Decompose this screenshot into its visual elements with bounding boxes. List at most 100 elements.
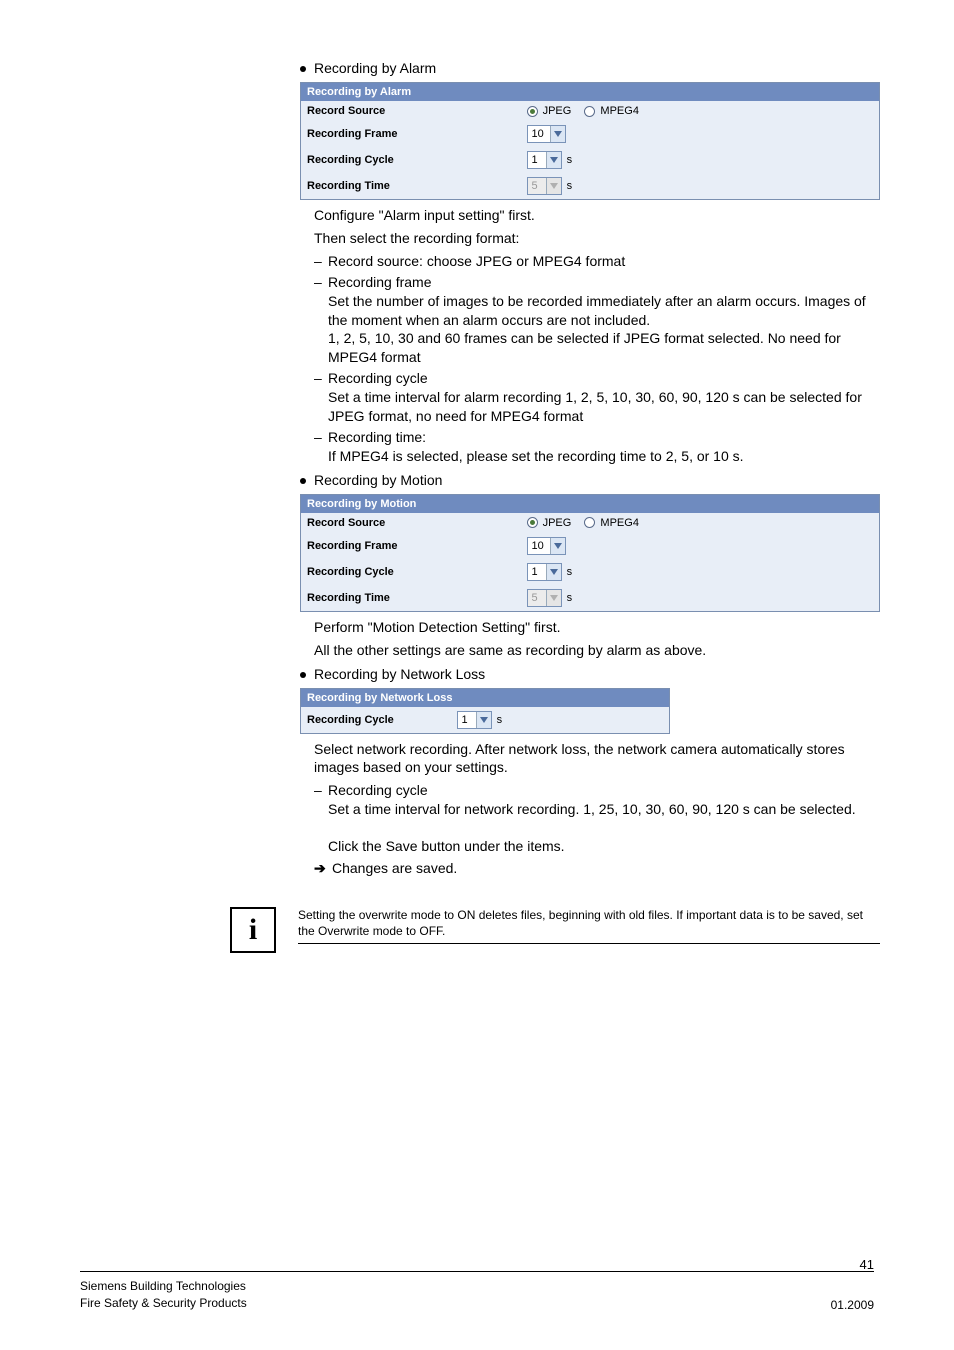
bullet-recording-alarm: Recording by Alarm — [300, 60, 880, 76]
list-title: Recording time: — [328, 428, 880, 447]
result-text: Changes are saved. — [332, 860, 457, 876]
page-number: 41 — [860, 1257, 874, 1272]
select-recording-time: 5 — [527, 589, 562, 607]
chevron-down-icon — [546, 590, 561, 606]
radio-mpeg4[interactable] — [584, 106, 595, 117]
list-text: 1, 2, 5, 10, 30 and 60 frames can be sel… — [328, 329, 880, 367]
list-text: Set a time interval for network recordin… — [328, 800, 880, 819]
row-label: Recording Cycle — [301, 559, 521, 585]
list-item: – Recording frame Set the number of imag… — [314, 273, 880, 367]
row-value: JPEG MPEG4 — [521, 513, 880, 533]
dash-icon: – — [314, 428, 328, 466]
footer-line1: Siemens Building Technologies — [80, 1278, 247, 1295]
select-recording-cycle[interactable]: 1 — [527, 151, 562, 169]
table-header: Recording by Alarm — [301, 83, 880, 102]
list-item: – Recording cycle Set a time interval fo… — [314, 369, 880, 426]
bullet-label: Recording by Motion — [314, 472, 442, 488]
select-recording-cycle[interactable]: 1 — [527, 563, 562, 581]
table-recording-alarm: Recording by Alarm Record Source JPEG MP… — [300, 82, 880, 200]
unit-label: s — [567, 180, 573, 192]
list-item: – Recording cycle Set a time interval fo… — [314, 781, 880, 819]
unit-label: s — [567, 154, 573, 166]
bullet-recording-motion: Recording by Motion — [300, 472, 880, 488]
dash-icon: – — [314, 369, 328, 426]
row-label: Recording Time — [301, 585, 521, 612]
bullet-icon — [300, 672, 306, 678]
select-recording-time: 5 — [527, 177, 562, 195]
chevron-down-icon — [550, 126, 565, 142]
chevron-down-icon — [476, 712, 491, 728]
row-value: 5 s — [521, 173, 880, 200]
select-value: 5 — [528, 592, 546, 604]
text-paragraph: Select network recording. After network … — [314, 740, 880, 778]
select-value: 1 — [528, 566, 546, 578]
dash-icon: – — [314, 273, 328, 367]
row-label: Recording Frame — [301, 121, 521, 147]
row-value: 1 s — [521, 559, 880, 585]
result-arrow-row: ➔ Changes are saved. — [314, 860, 880, 877]
text-paragraph: All the other settings are same as recor… — [314, 641, 880, 660]
info-note: i Setting the overwrite mode to ON delet… — [230, 907, 880, 953]
row-value: JPEG MPEG4 — [521, 101, 880, 121]
select-value: 1 — [458, 714, 476, 726]
bullet-recording-netloss: Recording by Network Loss — [300, 666, 880, 682]
select-recording-cycle[interactable]: 1 — [457, 711, 492, 729]
note-text: Setting the overwrite mode to ON deletes… — [298, 907, 880, 944]
radio-mpeg4[interactable] — [584, 517, 595, 528]
table-recording-netloss: Recording by Network Loss Recording Cycl… — [300, 688, 670, 734]
list-text: Set the number of images to be recorded … — [328, 292, 880, 330]
unit-label: s — [497, 714, 503, 726]
footer-date: 01.2009 — [831, 1298, 874, 1312]
bullet-label: Recording by Network Loss — [314, 666, 485, 682]
select-recording-frame[interactable]: 10 — [527, 125, 566, 143]
text-paragraph: Then select the recording format: — [314, 229, 880, 248]
select-value: 5 — [528, 180, 546, 192]
radio-mpeg4-label: MPEG4 — [600, 517, 639, 529]
row-value: 1 s — [451, 707, 670, 734]
chevron-down-icon — [550, 538, 565, 554]
list-item: – Recording time: If MPEG4 is selected, … — [314, 428, 880, 466]
radio-jpeg-label: JPEG — [543, 517, 572, 529]
row-value: 10 — [521, 533, 880, 559]
row-label: Record Source — [301, 101, 521, 121]
bullet-icon — [300, 66, 306, 72]
footer-line2: Fire Safety & Security Products — [80, 1295, 247, 1312]
radio-jpeg[interactable] — [527, 517, 538, 528]
text-paragraph: Click the Save button under the items. — [328, 837, 880, 856]
chevron-down-icon — [546, 564, 561, 580]
unit-label: s — [567, 566, 573, 578]
select-value: 10 — [528, 128, 550, 140]
bullet-icon — [300, 478, 306, 484]
text-paragraph: Perform "Motion Detection Setting" first… — [314, 618, 880, 637]
chevron-down-icon — [546, 178, 561, 194]
info-icon: i — [230, 907, 276, 953]
list-text: If MPEG4 is selected, please set the rec… — [328, 447, 880, 466]
unit-label: s — [567, 592, 573, 604]
list-title: Recording frame — [328, 273, 880, 292]
table-header: Recording by Network Loss — [301, 688, 670, 707]
list-title: Recording cycle — [328, 781, 880, 800]
row-label: Recording Frame — [301, 533, 521, 559]
list-title: Recording cycle — [328, 369, 880, 388]
list-text: Set a time interval for alarm recording … — [328, 388, 880, 426]
table-header: Recording by Motion — [301, 494, 880, 513]
arrow-right-icon: ➔ — [314, 860, 332, 877]
row-label: Record Source — [301, 513, 521, 533]
row-value: 1 s — [521, 147, 880, 173]
bullet-label: Recording by Alarm — [314, 60, 436, 76]
radio-mpeg4-label: MPEG4 — [600, 105, 639, 117]
list-text: Record source: choose JPEG or MPEG4 form… — [328, 252, 880, 271]
list-item: – Record source: choose JPEG or MPEG4 fo… — [314, 252, 880, 271]
table-recording-motion: Recording by Motion Record Source JPEG M… — [300, 494, 880, 612]
select-value: 10 — [528, 540, 550, 552]
select-value: 1 — [528, 154, 546, 166]
chevron-down-icon — [546, 152, 561, 168]
row-value: 5 s — [521, 585, 880, 612]
radio-jpeg-label: JPEG — [543, 105, 572, 117]
text-paragraph: Configure "Alarm input setting" first. — [314, 206, 880, 225]
page-footer: Siemens Building Technologies Fire Safet… — [80, 1271, 874, 1312]
radio-jpeg[interactable] — [527, 106, 538, 117]
select-recording-frame[interactable]: 10 — [527, 537, 566, 555]
dash-icon: – — [314, 781, 328, 819]
row-value: 10 — [521, 121, 880, 147]
